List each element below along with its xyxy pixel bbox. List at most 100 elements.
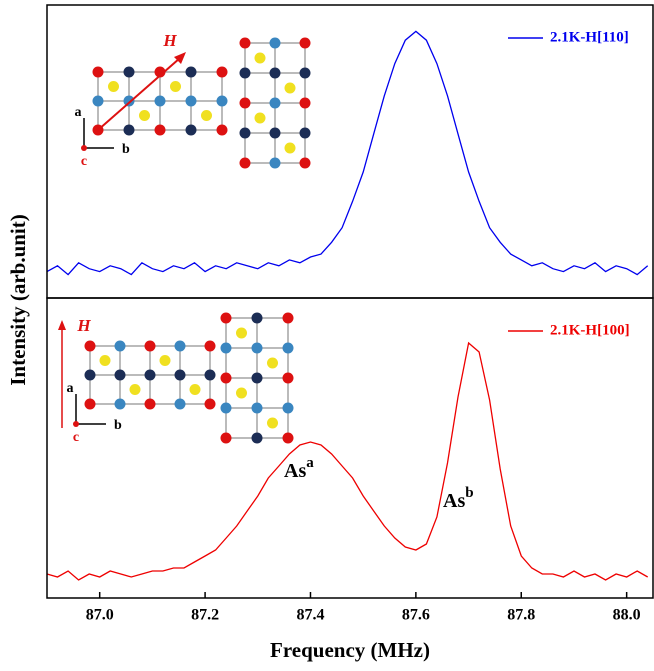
- inset-label: c: [81, 154, 87, 169]
- atom: [299, 37, 311, 49]
- atom: [251, 342, 263, 354]
- atom: [129, 384, 141, 395]
- inset-label: b: [114, 418, 122, 433]
- atom: [159, 355, 171, 366]
- atom: [84, 369, 96, 381]
- plot-frame: [46, 297, 654, 599]
- legend-label: 2.1K-H[110]: [550, 29, 629, 45]
- y-axis-title: Intensity (arb.unit): [6, 214, 30, 386]
- atom: [114, 340, 126, 352]
- atom: [220, 402, 232, 414]
- peak-label-base: As: [284, 460, 306, 482]
- atom: [269, 37, 281, 49]
- atom: [284, 82, 296, 94]
- inset-label: H: [162, 31, 177, 50]
- atom: [99, 355, 111, 366]
- atom: [185, 124, 197, 136]
- atom: [239, 37, 251, 49]
- atom: [154, 95, 166, 107]
- x-tick-label: 88.0: [613, 607, 641, 624]
- atom: [282, 342, 294, 354]
- atom: [282, 372, 294, 384]
- atom: [139, 110, 150, 121]
- atom: [284, 142, 296, 154]
- atom: [204, 398, 216, 410]
- atom: [220, 342, 232, 354]
- atom: [282, 432, 294, 444]
- atom: [251, 432, 263, 444]
- inset-label: a: [67, 381, 74, 396]
- peak-label-sup: b: [465, 485, 473, 501]
- atom: [251, 402, 263, 414]
- field-arrow: [97, 57, 181, 131]
- atom: [84, 398, 96, 410]
- atom: [251, 312, 263, 324]
- inset-label: H: [76, 316, 91, 335]
- atom: [251, 372, 263, 384]
- atom: [299, 157, 311, 169]
- atom: [216, 66, 228, 78]
- atom: [185, 66, 197, 78]
- x-tick-label: 87.2: [191, 607, 219, 624]
- spectrum-line: [46, 341, 649, 581]
- atom: [220, 312, 232, 324]
- atom: [204, 340, 216, 352]
- inset-label: c: [73, 430, 79, 445]
- plot-frame: [46, 4, 654, 299]
- atom: [114, 398, 126, 410]
- peak-label: Asb: [443, 485, 474, 511]
- x-tick-label: 87.6: [402, 607, 430, 624]
- atom: [269, 97, 281, 109]
- field-arrowhead: [58, 320, 66, 330]
- atom: [201, 110, 212, 121]
- atom: [154, 124, 166, 136]
- legend-label: 2.1K-H[100]: [550, 322, 630, 338]
- atom: [189, 384, 201, 395]
- axis-origin: [81, 145, 87, 151]
- atom: [239, 127, 251, 139]
- atom: [236, 387, 247, 399]
- inset-label: b: [122, 142, 130, 157]
- atom: [269, 127, 281, 139]
- atom: [299, 97, 311, 109]
- atom: [144, 369, 156, 381]
- atom: [267, 357, 278, 369]
- atom: [114, 369, 126, 381]
- atom: [254, 112, 266, 124]
- atom: [239, 157, 251, 169]
- atom: [144, 340, 156, 352]
- atom: [123, 66, 135, 78]
- atom: [92, 66, 104, 78]
- atom: [204, 369, 216, 381]
- atom: [236, 327, 247, 339]
- peak-label-sup: a: [306, 455, 314, 471]
- x-tick-label: 87.0: [86, 607, 114, 624]
- atom: [220, 432, 232, 444]
- atom: [92, 95, 104, 107]
- atom: [220, 372, 232, 384]
- atom: [174, 369, 186, 381]
- atom: [154, 66, 166, 78]
- atom: [239, 97, 251, 109]
- atom: [282, 402, 294, 414]
- atom: [216, 124, 228, 136]
- atom: [123, 95, 135, 107]
- atom: [269, 157, 281, 169]
- spectrum-line: [46, 30, 649, 276]
- axis-origin: [73, 421, 79, 427]
- atom: [185, 95, 197, 107]
- atom: [239, 67, 251, 79]
- atom: [299, 127, 311, 139]
- atom: [144, 398, 156, 410]
- atom: [174, 340, 186, 352]
- atom: [123, 124, 135, 136]
- x-tick-label: 87.8: [507, 607, 535, 624]
- atom: [254, 52, 266, 64]
- atom: [174, 398, 186, 410]
- x-tick-label: 87.4: [296, 607, 324, 624]
- atom: [282, 312, 294, 324]
- atom: [170, 81, 181, 92]
- x-axis-title: Frequency (MHz): [270, 638, 430, 662]
- atom: [267, 417, 278, 429]
